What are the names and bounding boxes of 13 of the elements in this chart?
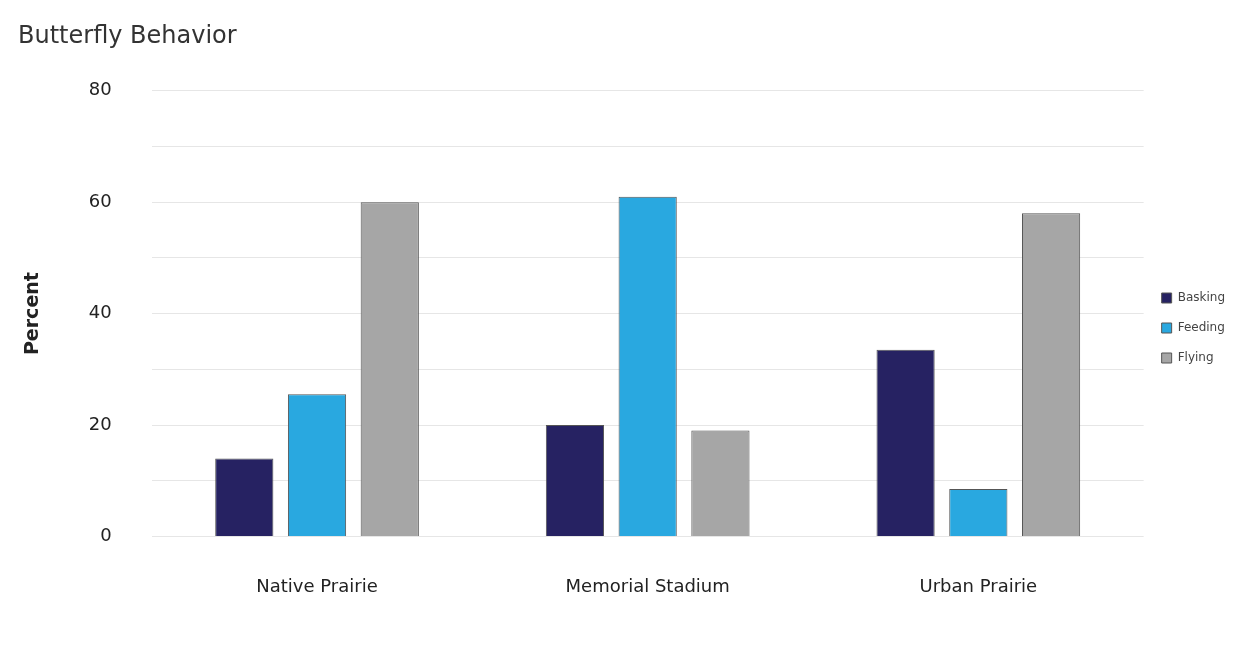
y-tick-label: 20 bbox=[88, 412, 112, 434]
x-tick-label: Memorial Stadium bbox=[565, 574, 730, 596]
y-tick-label: 40 bbox=[88, 301, 112, 323]
legend-label: Feeding bbox=[1177, 320, 1225, 335]
x-tick-label: Urban Prairie bbox=[919, 574, 1038, 596]
y-tick-label: 60 bbox=[88, 189, 112, 211]
y-tick-label: 0 bbox=[100, 524, 112, 546]
chart-title: Butterfly Behavior bbox=[18, 20, 237, 49]
y-axis-title: Percent bbox=[20, 272, 43, 356]
legend-label: Flying bbox=[1177, 350, 1214, 365]
legend-label: Basking bbox=[1177, 290, 1225, 305]
x-tick-label: Native Prairie bbox=[256, 574, 378, 596]
y-tick-label: 80 bbox=[88, 78, 112, 100]
